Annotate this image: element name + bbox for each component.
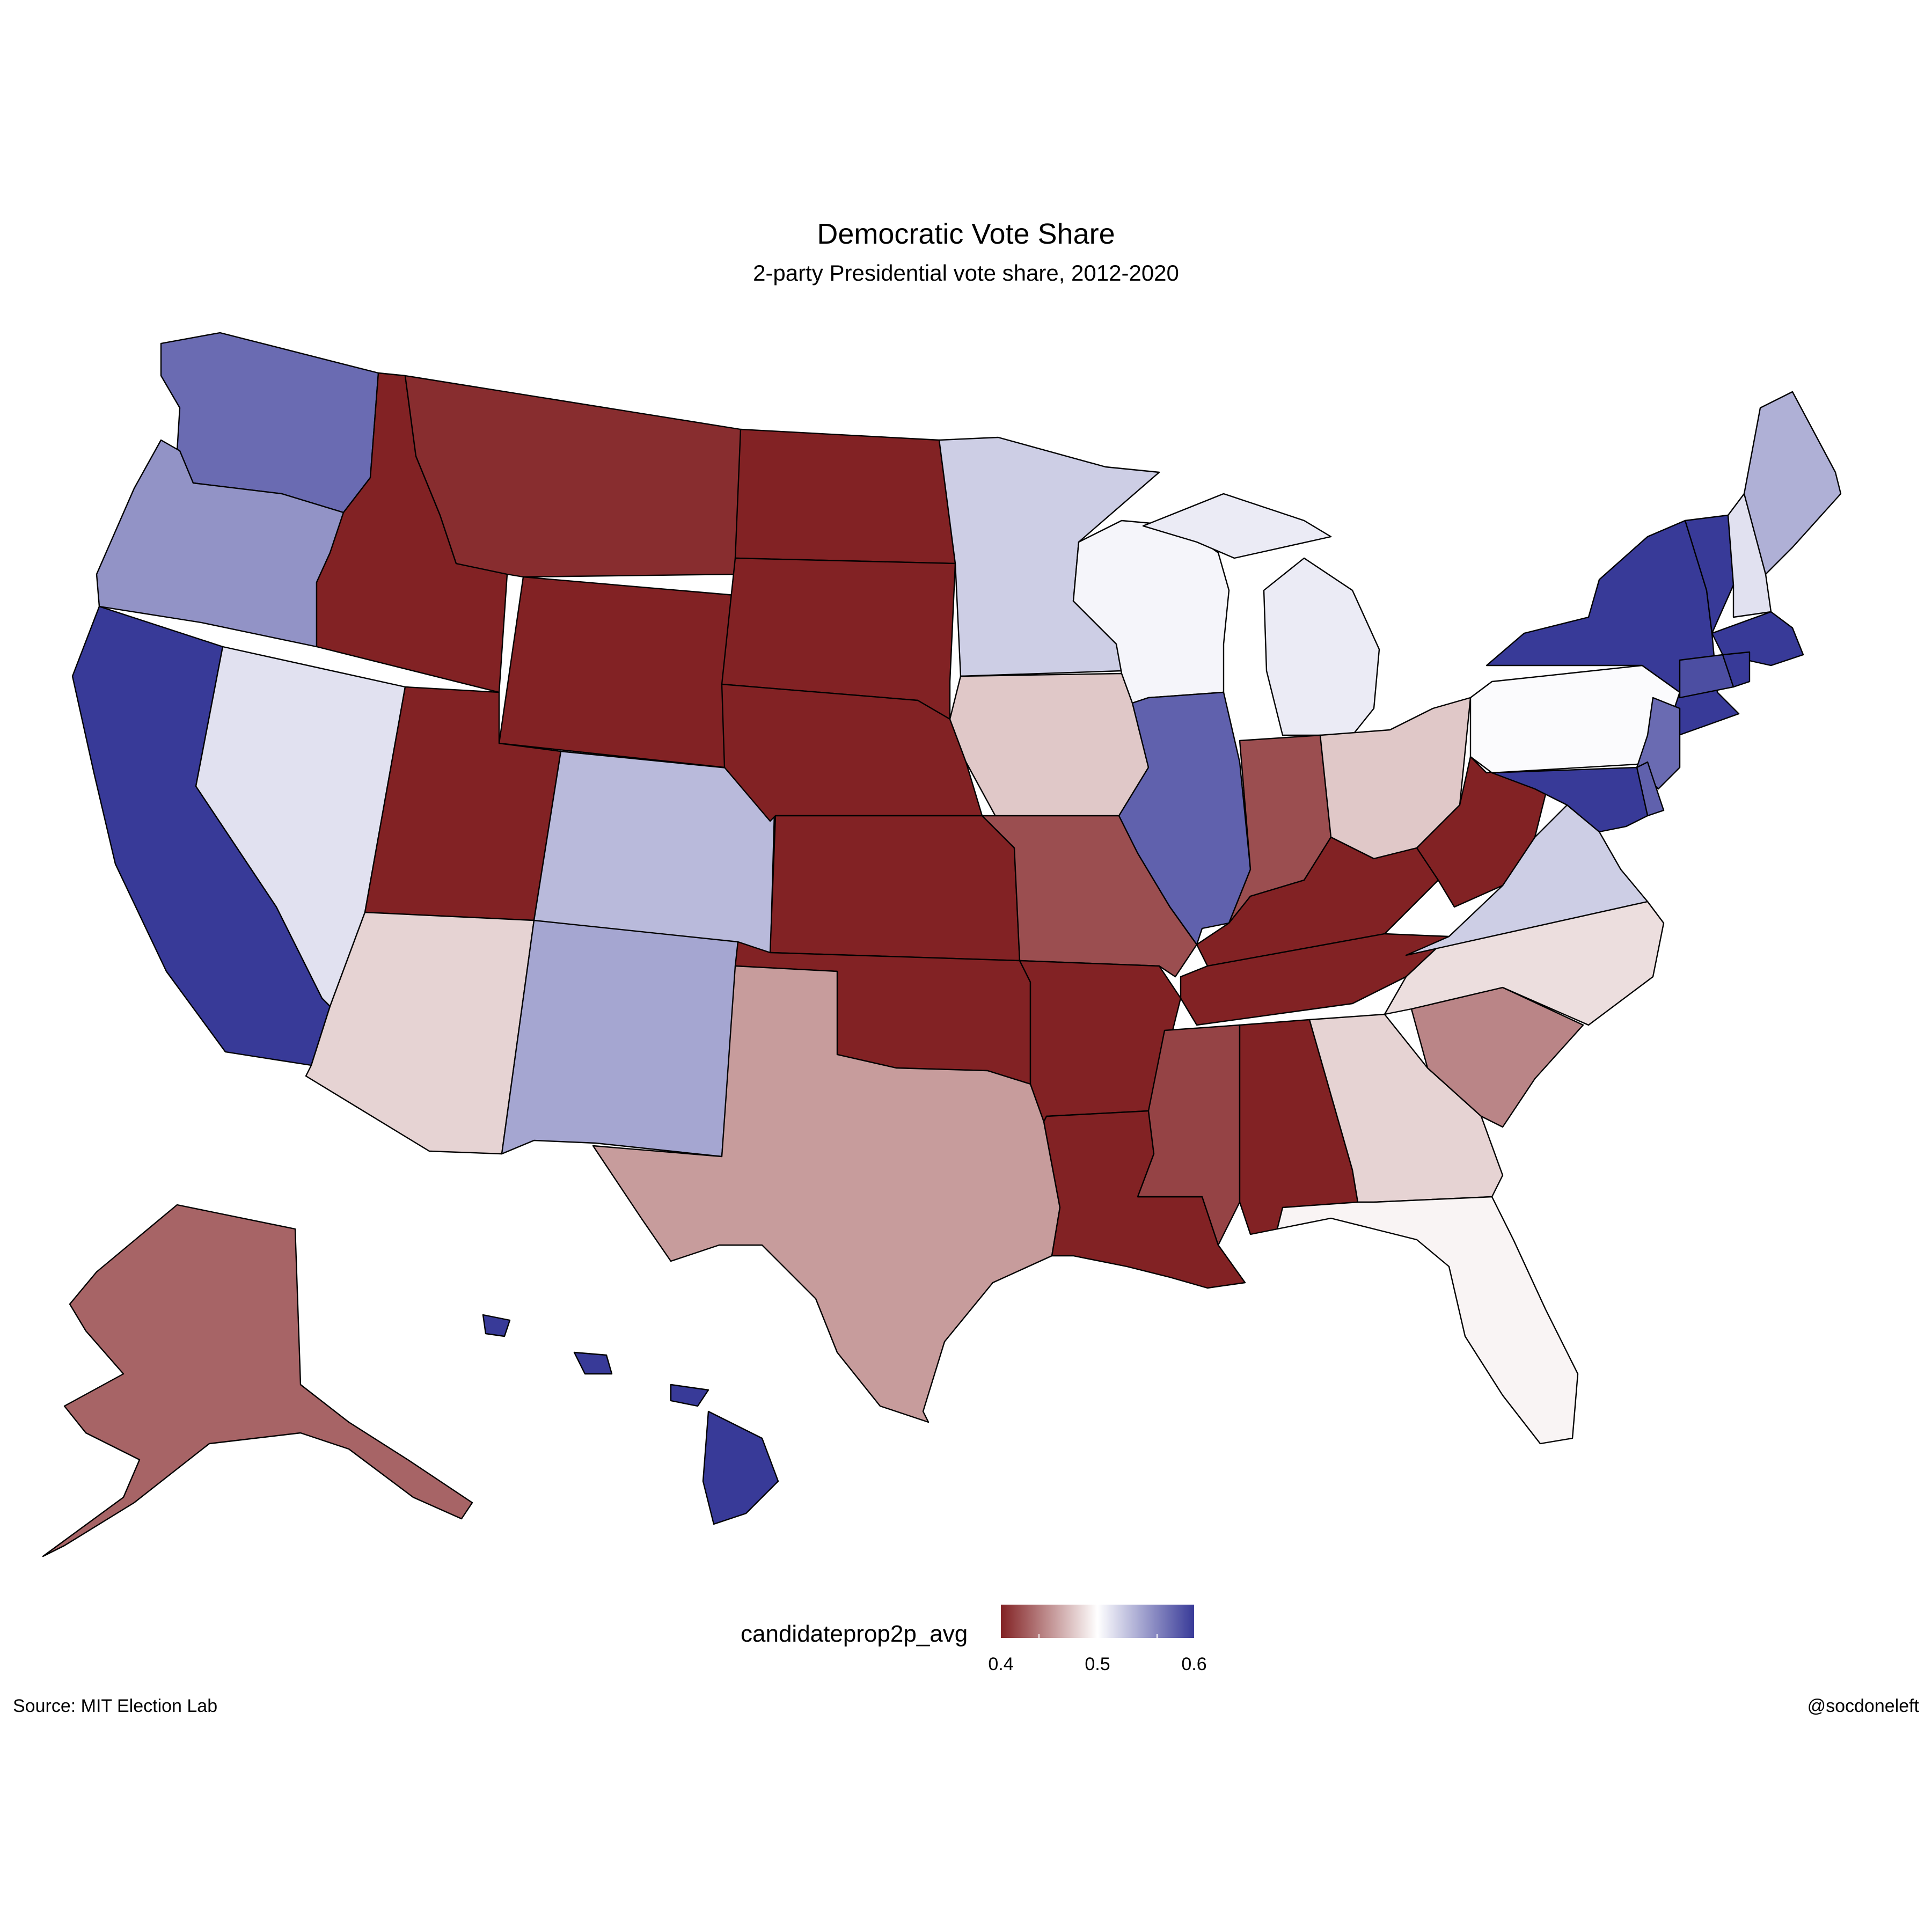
state-nm — [501, 919, 739, 1158]
legend-color-bar — [1001, 1605, 1194, 1638]
author-caption: @socdoneleft — [1807, 1696, 1919, 1716]
legend-tick-label: 0.6 — [1181, 1654, 1207, 1674]
legend-tick-label: 0.5 — [1085, 1654, 1110, 1674]
legend-tickmark — [1097, 1634, 1099, 1641]
legend-tickmark — [1038, 1634, 1040, 1641]
source-caption: Source: MIT Election Lab — [13, 1696, 218, 1716]
state-ga — [1308, 1013, 1504, 1203]
state-ks — [769, 815, 1021, 962]
state-nd — [734, 428, 956, 565]
state-tx — [592, 965, 1061, 1423]
state-fl — [1276, 1196, 1579, 1445]
state-mi — [1142, 493, 1380, 736]
state-ia — [949, 672, 1150, 822]
legend-tick-label: 0.4 — [988, 1654, 1014, 1674]
map-title: Democratic Vote Share — [817, 218, 1115, 250]
legend-tickmark — [1157, 1634, 1158, 1641]
state-ri — [1722, 651, 1751, 688]
state-wy — [498, 576, 742, 769]
state-vt — [1684, 514, 1735, 634]
map-subtitle: 2-party Presidential vote share, 2012-20… — [753, 260, 1179, 286]
state-me — [1743, 391, 1842, 575]
state-mt — [404, 375, 742, 578]
state-hi — [482, 1314, 779, 1525]
state-ak — [42, 1204, 473, 1557]
state-nc — [1384, 901, 1665, 1026]
legend-title: candidateprop2p_avg — [741, 1621, 968, 1647]
state-md — [1491, 766, 1649, 833]
